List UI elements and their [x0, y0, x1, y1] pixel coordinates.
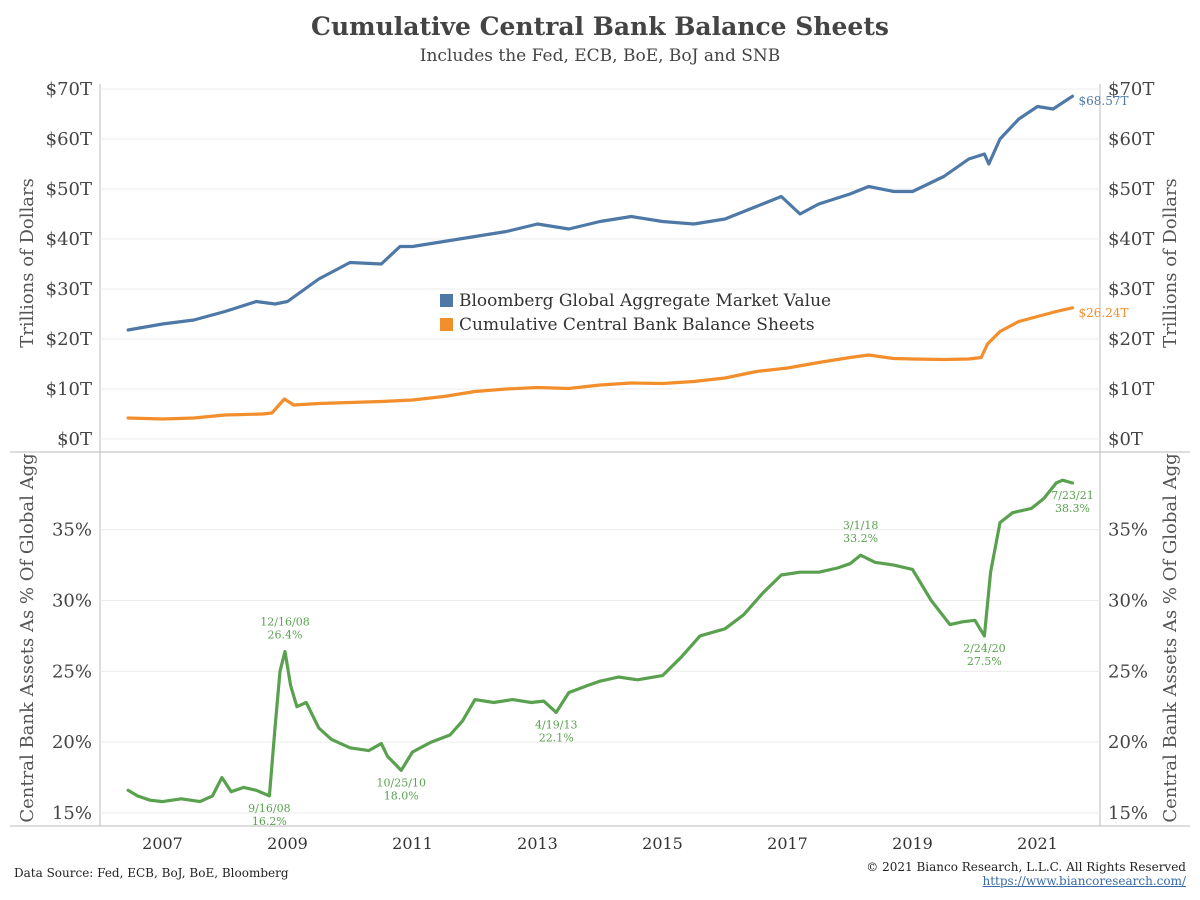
y-tick-label-right: $50T — [1108, 179, 1154, 200]
x-tick-label: 2013 — [517, 834, 558, 853]
chart-title: Cumulative Central Bank Balance Sheets — [311, 12, 889, 41]
y-axis-title-right: Trillions of Dollars — [1160, 178, 1181, 348]
x-tick-label: 2015 — [642, 834, 683, 853]
end-value-label: $26.24T — [1079, 306, 1129, 320]
series-line-central-bank — [126, 306, 1075, 421]
data-source-note: Data Source: Fed, ECB, BoJ, BoE, Bloombe… — [14, 866, 289, 880]
end-value-label: $68.57T — [1079, 94, 1129, 108]
y-tick-label-left: $50T — [46, 179, 92, 200]
legend-label: Bloomberg Global Aggregate Market Value — [459, 291, 831, 311]
annotation-value: 33.2% — [843, 532, 878, 545]
annotation-date: 12/16/08 — [260, 615, 309, 628]
y-tick-label-right: 25% — [1108, 661, 1148, 682]
y-tick-label-left: $30T — [46, 279, 92, 300]
annotation-value: 26.4% — [268, 628, 303, 641]
y-tick-label-right: $40T — [1108, 229, 1154, 250]
legend-label: Cumulative Central Bank Balance Sheets — [459, 315, 815, 335]
legend-swatch — [440, 318, 453, 331]
series-line-global-agg — [126, 94, 1075, 332]
legend-swatch — [440, 294, 453, 307]
annotation-date: 9/16/08 — [248, 802, 290, 815]
annotation-value: 16.2% — [252, 815, 287, 828]
copyright-text: © 2021 Bianco Research, L.L.C. All Right… — [866, 860, 1186, 874]
y-tick-label-left: $20T — [46, 329, 92, 350]
y-tick-label-left: 20% — [52, 732, 92, 753]
y-tick-label-right: $30T — [1108, 279, 1154, 300]
x-tick-label: 2017 — [767, 834, 808, 853]
x-tick-label: 2007 — [142, 834, 183, 853]
annotation-value: 38.3% — [1055, 502, 1090, 515]
y-tick-label-right: $20T — [1108, 329, 1154, 350]
y-tick-label-right: 15% — [1108, 803, 1148, 824]
y-tick-label-left: $70T — [46, 79, 92, 100]
y-tick-label-left: 30% — [52, 591, 92, 612]
y-tick-label-right: $70T — [1108, 79, 1154, 100]
y-tick-label-left: $60T — [46, 129, 92, 150]
annotation-date: 7/23/21 — [1051, 489, 1093, 502]
y-tick-label-right: $10T — [1108, 379, 1154, 400]
y-tick-label-right: 35% — [1108, 520, 1148, 541]
y-axis-title-left: Central Bank Assets As % Of Global Agg — [17, 453, 38, 822]
y-tick-label-left: $40T — [46, 229, 92, 250]
y-tick-label-right: 20% — [1108, 732, 1148, 753]
annotation-date: 10/25/10 — [377, 776, 426, 789]
annotation-value: 27.5% — [967, 655, 1002, 668]
x-tick-label: 2019 — [892, 834, 933, 853]
y-tick-label-left: $0T — [57, 429, 92, 450]
annotation-date: 4/19/13 — [535, 718, 577, 731]
y-tick-label-left: 15% — [52, 803, 92, 824]
y-tick-label-left: 35% — [52, 520, 92, 541]
y-axis-title-left: Trillions of Dollars — [17, 178, 38, 348]
y-tick-label-right: 30% — [1108, 591, 1148, 612]
footer-credits: © 2021 Bianco Research, L.L.C. All Right… — [866, 860, 1186, 888]
y-tick-label-left: 25% — [52, 661, 92, 682]
y-tick-label-left: $10T — [46, 379, 92, 400]
series-line-ratio — [126, 478, 1075, 804]
annotation-date: 3/1/18 — [843, 519, 878, 532]
x-tick-label: 2021 — [1017, 834, 1058, 853]
annotation-value: 22.1% — [539, 731, 574, 744]
x-tick-label: 2009 — [267, 834, 308, 853]
annotation-date: 2/24/20 — [963, 642, 1005, 655]
chart-subtitle: Includes the Fed, ECB, BoE, BoJ and SNB — [419, 46, 781, 66]
website-link[interactable]: https://www.biancoresearch.com/ — [982, 874, 1186, 888]
y-tick-label-right: $60T — [1108, 129, 1154, 150]
y-axis-title-right: Central Bank Assets As % Of Global Agg — [1160, 453, 1181, 822]
y-tick-label-right: $0T — [1108, 429, 1143, 450]
x-tick-label: 2011 — [392, 834, 433, 853]
annotation-value: 18.0% — [384, 789, 419, 802]
